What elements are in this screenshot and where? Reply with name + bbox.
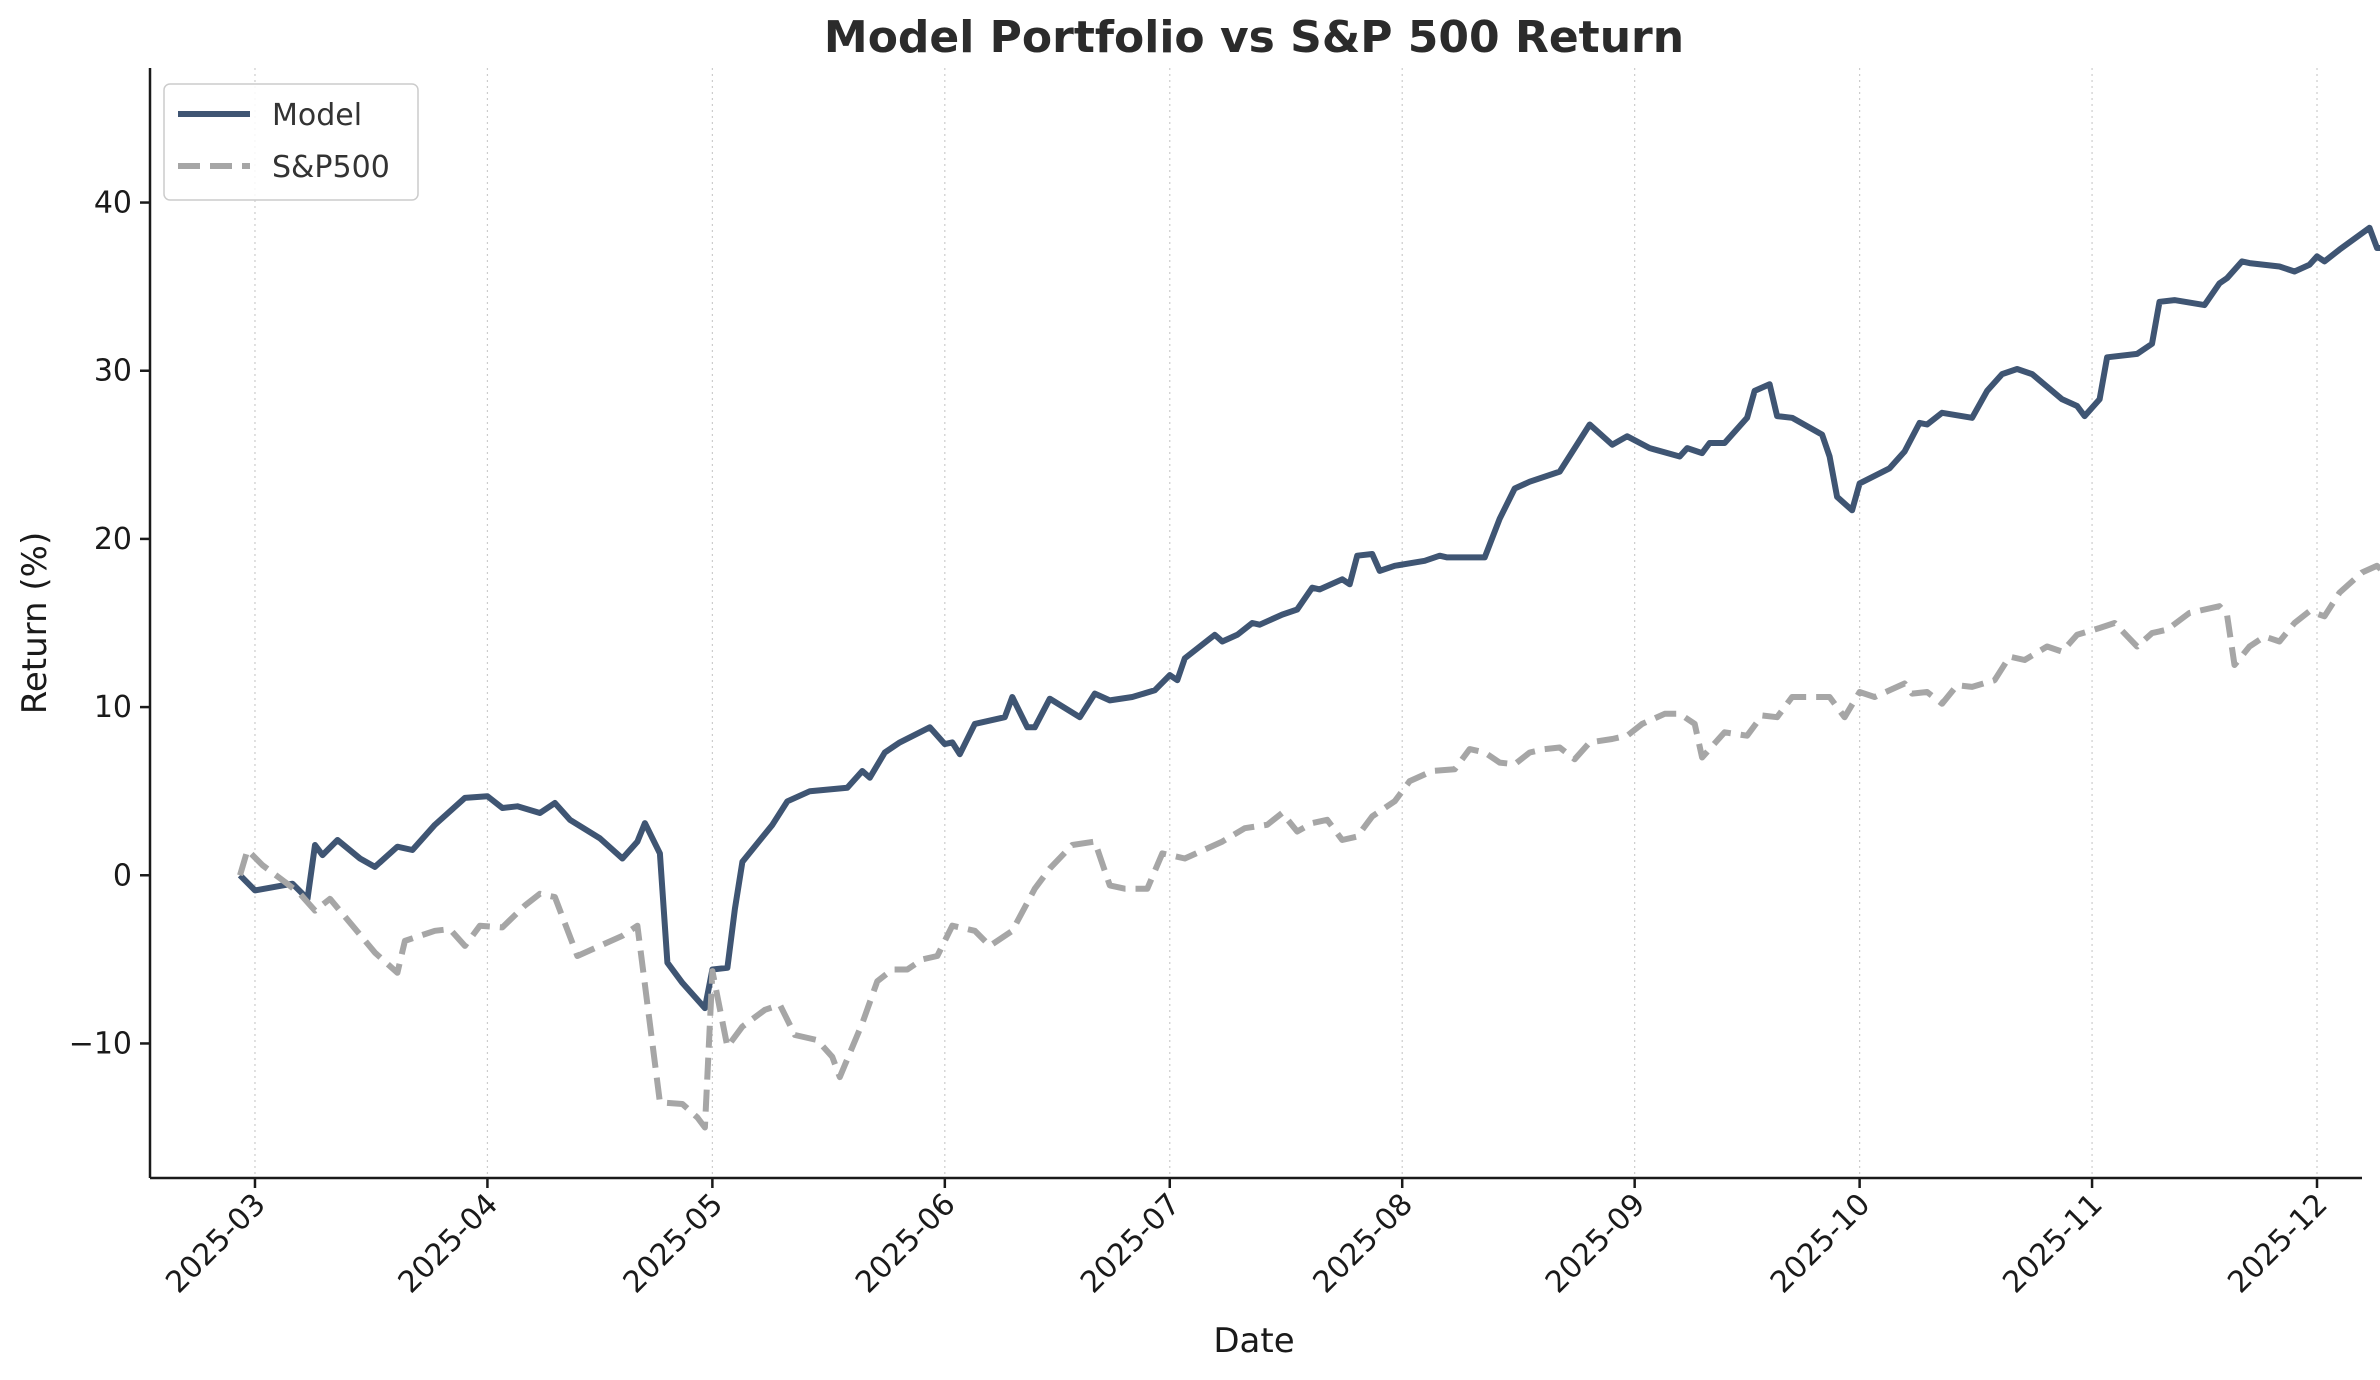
series-line-sp500 [237,562,2380,1131]
x-tick-label: 2025-09 [1539,1187,1652,1300]
x-tick-label: 2025-07 [1074,1187,1187,1300]
legend-label-sp500: S&P500 [272,150,390,185]
x-tick-label: 2025-11 [1996,1187,2109,1300]
axes [148,68,2362,1180]
x-tick-label: 2025-05 [617,1187,730,1300]
y-tick-label: 0 [113,858,132,893]
series-lines [237,224,2380,1131]
series-line-model [237,224,2380,1012]
y-tick-label: 20 [94,522,132,557]
y-tick-label: 10 [94,690,132,725]
x-tick-label: 2025-03 [159,1187,272,1300]
legend: Model S&P500 [163,83,419,201]
y-tick-label: 40 [94,186,132,221]
y-tick-label: −10 [69,1026,132,1061]
y-tick-label: 30 [94,354,132,389]
x-tick-label: 2025-04 [392,1187,505,1300]
chart-title: Model Portfolio vs S&P 500 Return [824,12,1684,63]
y-ticks: −10 0 10 20 30 40 [69,186,150,1061]
x-axis-label: Date [1213,1321,1294,1361]
x-tick-label: 2025-06 [849,1187,962,1300]
x-tick-label: 2025-08 [1306,1187,1419,1300]
legend-label-model: Model [272,98,362,133]
x-gridlines [254,68,2318,1178]
x-tick-label: 2025-10 [1764,1187,1877,1300]
x-ticks: 2025-03 2025-04 2025-05 2025-06 2025-07 2025-… [159,1178,2335,1300]
x-tick-label: 2025-12 [2221,1187,2334,1300]
y-axis-label: Return (%) [15,532,55,714]
